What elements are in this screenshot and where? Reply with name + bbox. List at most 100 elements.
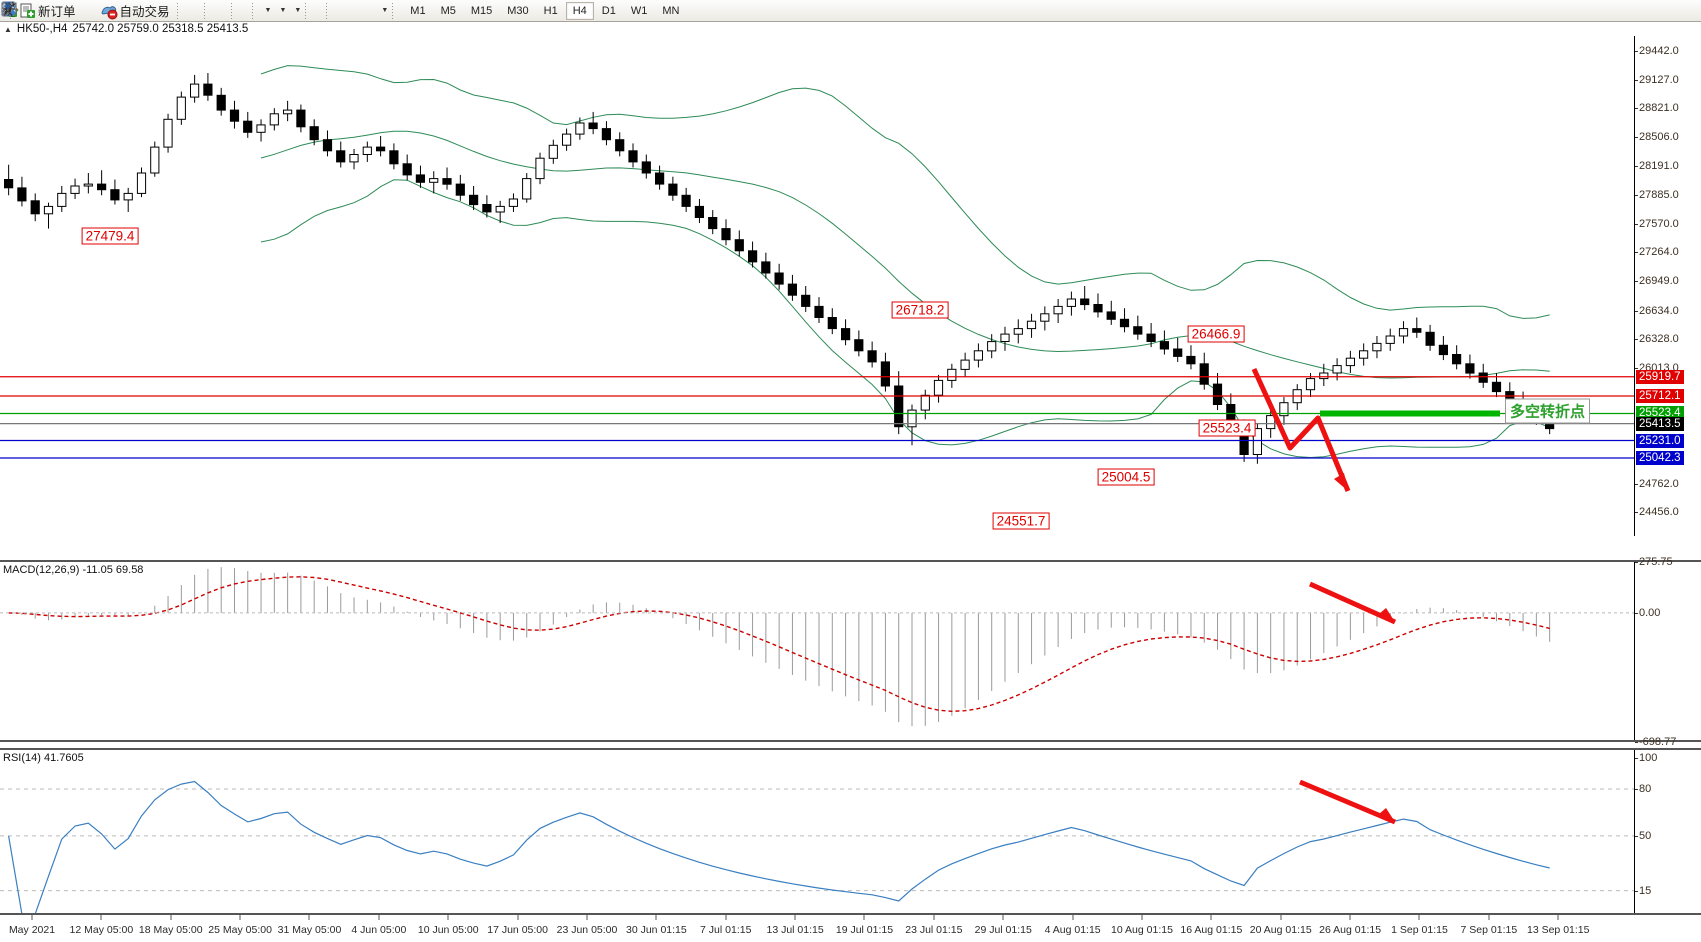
rsi-chart-svg (0, 779, 1634, 913)
candle-body (734, 239, 744, 252)
candle-body (748, 250, 758, 263)
candle-body (1013, 328, 1023, 335)
time-axis[interactable]: May 2021 12 May 05:00 18 May 05:00 25 May 0… (0, 914, 1701, 942)
resistance-level-25712[interactable]: 25712.1 (1636, 388, 1684, 403)
add-indicator-icon[interactable] (1, 1, 263, 21)
auto-trading-icon (100, 2, 118, 20)
candle-body (761, 261, 771, 274)
candle-body (190, 83, 200, 98)
candle-body (867, 350, 877, 363)
timeframe-m5[interactable]: M5 (440, 4, 456, 17)
chevron-down-icon[interactable]: ▼ (279, 7, 287, 14)
price-tick-24456.0: 24456.0 (1635, 506, 1679, 519)
time-tick-mark (586, 915, 588, 920)
timeframe-m1[interactable]: M1 (410, 4, 426, 17)
templates-icon[interactable] (1, 1, 292, 21)
swing-high-label-26466[interactable]: 26466.9 (1187, 325, 1245, 343)
swing-high-label-27479[interactable]: 27479.4 (81, 227, 139, 245)
candle-body (309, 126, 319, 141)
candle-body (508, 198, 518, 207)
macd-trend-arrow[interactable] (1308, 581, 1397, 625)
time-label-8: 23 Jun 05:00 (556, 924, 618, 936)
time-label-0: May 2021 (8, 924, 56, 936)
candle-body (575, 122, 585, 135)
text-label-icon[interactable]: A (4, 1, 367, 21)
candle-body (336, 150, 346, 163)
price-plot-area[interactable] (0, 36, 1634, 536)
timeframe-group: M1 M5 M15 M30 H1 H4 D1 W1 MN (403, 1, 686, 20)
svg-text:E: E (11, 13, 15, 19)
candle-body (1053, 305, 1063, 315)
trendline-icon[interactable] (3, 1, 349, 21)
macd-tick-275.75: 275.75 (1635, 556, 1673, 568)
period-separator-icon[interactable] (1, 1, 277, 21)
candle-body (203, 83, 213, 96)
macd-signal-line (8, 576, 1550, 713)
time-label-1: 12 May 05:00 (69, 924, 134, 936)
current-price-25413[interactable]: 25413.5 (1636, 416, 1684, 431)
toolbar-separator (230, 2, 232, 19)
candle-body (1372, 342, 1382, 352)
grid-icon[interactable] (1, 1, 227, 21)
candle-body (176, 96, 186, 120)
toolbar-separator (203, 2, 205, 19)
timeframe-w1[interactable]: W1 (630, 4, 648, 17)
timeframe-mn[interactable]: MN (662, 4, 680, 17)
candle-body (283, 109, 293, 115)
toolbar-separator (326, 2, 328, 19)
time-label-7: 17 Jun 05:00 (487, 924, 548, 936)
rsi-plot-area[interactable] (0, 750, 1634, 913)
candle-body (1159, 341, 1170, 350)
time-label-15: 4 Aug 01:15 (1044, 924, 1101, 936)
price-y-axis[interactable]: 29442.0 29127.0 28821.0 28506.0 28191.0 27885… (1634, 36, 1701, 536)
swing-low-label-24551[interactable]: 24551.7 (992, 512, 1050, 530)
macd-pane[interactable]: MACD(12,26,9) -11.05 69.58 275.75 0.00 -69… (0, 556, 1701, 748)
time-tick-mark (1210, 915, 1212, 920)
candle-body (376, 146, 386, 152)
rsi-trend-arrow[interactable] (1299, 779, 1396, 825)
chevron-down-icon[interactable]: ▼ (264, 7, 272, 14)
candle-body (655, 172, 665, 185)
swing-high-label-26718[interactable]: 26718.2 (891, 301, 949, 319)
support-level-25042[interactable]: 25042.3 (1636, 451, 1684, 465)
collapse-triangle-icon[interactable]: ▲ (4, 24, 12, 34)
candle-body (429, 178, 439, 183)
shapes-icon[interactable] (3, 1, 379, 21)
candle-body (1173, 348, 1183, 357)
candle-body (469, 194, 479, 206)
candle-body (1040, 313, 1050, 322)
price-chart-pane[interactable]: 29442.0 29127.0 28821.0 28506.0 28191.0 27885… (0, 36, 1701, 536)
timeframe-m30[interactable]: M30 (507, 4, 529, 17)
support-level-25231[interactable]: 25231.0 (1636, 433, 1684, 448)
toolbar-separator (305, 2, 307, 19)
candle-body (522, 178, 532, 200)
macd-plot-area[interactable] (0, 562, 1634, 740)
rsi-pane[interactable]: RSI(14) 41.7605 100 80 50 15 (0, 748, 1701, 914)
chevron-down-icon[interactable]: ▼ (381, 7, 389, 14)
time-label-12: 19 Jul 01:15 (835, 924, 894, 936)
candle-body (1279, 402, 1289, 417)
price-tick-27885.0: 27885.0 (1635, 188, 1679, 201)
new-order-button[interactable]: 新订单 (15, 1, 79, 21)
text-box-icon[interactable]: T (2, 1, 373, 21)
crosshair-icon[interactable] (3, 1, 322, 21)
timeframe-h4[interactable]: H4 (565, 1, 594, 20)
macd-chart-svg (0, 567, 1634, 727)
candle-body (535, 157, 545, 180)
line-chart-icon[interactable] (2, 1, 200, 21)
pivot-label-25523[interactable]: 25523.4 (1198, 419, 1256, 437)
time-tick-mark (794, 915, 796, 920)
trend-arrow-zigzag[interactable] (1251, 367, 1351, 492)
time-label-22: 13 Sep 01:15 (1526, 924, 1590, 936)
timeframe-d1[interactable]: D1 (601, 4, 616, 17)
resistance-level-25919[interactable]: 25919.7 (1636, 369, 1684, 384)
swing-low-label-25004[interactable]: 25004.5 (1097, 468, 1155, 486)
timeframe-h1[interactable]: H1 (543, 4, 558, 17)
candle-body (1026, 320, 1037, 330)
timeframe-m15[interactable]: M15 (470, 4, 493, 17)
chart-shift-icon[interactable] (2, 1, 248, 21)
auto-trading-button[interactable]: 自动交易 (97, 1, 173, 21)
candle-body (83, 183, 93, 187)
candle-body (243, 120, 253, 133)
chevron-down-icon[interactable]: ▼ (294, 7, 302, 14)
